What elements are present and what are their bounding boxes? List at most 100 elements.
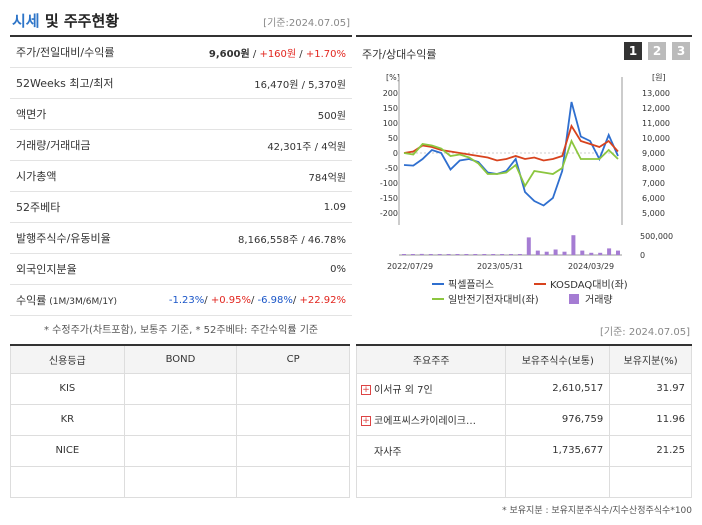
volume-bar xyxy=(410,254,415,255)
left-axis-unit: [%] xyxy=(386,73,400,82)
holder-shares: 2,610,517 xyxy=(505,372,611,405)
summary-row: 시가총액 784억원 xyxy=(10,161,352,192)
expand-plus-icon[interactable]: + xyxy=(361,385,371,395)
summary-value-part: +22.92% xyxy=(299,294,346,306)
expand-plus-icon[interactable]: + xyxy=(361,416,371,426)
right-tick-label: 12,000 xyxy=(642,104,670,113)
right-tick-label: 8,000 xyxy=(642,164,665,173)
credit-cell xyxy=(236,434,350,467)
major-shareholders-table: 주요주주 보유주식수(보통) 보유지분(%) + 이서규 외 7인 2,610,51… xyxy=(355,344,692,498)
volume-bar xyxy=(455,254,460,255)
holder-shares: 976,759 xyxy=(505,403,611,436)
summary-value-part: 16,470원 / 5,370원 xyxy=(254,79,346,91)
left-tick-label: 200 xyxy=(383,89,398,98)
volume-bar xyxy=(562,251,567,255)
right-tick-label: 5,000 xyxy=(642,209,665,218)
summary-value-part: / xyxy=(292,294,300,306)
chart-tab-3[interactable]: 3 xyxy=(672,42,690,60)
legend-label: KOSDAQ대비(좌) xyxy=(550,279,628,291)
summary-value-part: / xyxy=(204,294,211,306)
volume-bar xyxy=(571,235,576,255)
volume-bar xyxy=(509,254,513,255)
summary-value: 1.09 xyxy=(324,202,352,213)
summary-row: 52Weeks 최고/최저 16,470원 / 5,370원 xyxy=(10,68,352,99)
right-tick-label: 6,000 xyxy=(642,194,665,203)
section-title: 시세 및 주주현황 xyxy=(12,10,119,31)
credit-cell xyxy=(123,372,238,405)
volume-bar xyxy=(491,254,496,255)
volume-bar xyxy=(589,252,594,255)
volume-bar xyxy=(437,254,442,255)
volume-bar xyxy=(544,251,549,255)
credit-rating-table: 신용등급 BOND CP KIS KR NICE xyxy=(10,344,350,498)
credit-header-cp: CP xyxy=(236,344,350,374)
holders-header-pct: 보유지분(%) xyxy=(609,344,692,374)
summary-value: -1.23%/ +0.95%/ -6.98%/ +22.92% xyxy=(169,295,352,306)
x-tick-label: 2024/03/29 xyxy=(568,262,614,271)
holder-pct: 31.97 xyxy=(609,372,692,405)
summary-label: 발행주식수/유동비율 xyxy=(10,230,111,246)
summary-value: 9,600원 / +160원 / +1.70% xyxy=(209,45,352,60)
volume-bar xyxy=(482,254,487,255)
table-row xyxy=(10,465,350,498)
x-tick-label: 2022/07/29 xyxy=(387,262,433,271)
chart-tab-2[interactable]: 2 xyxy=(648,42,666,60)
volume-bar xyxy=(464,254,469,255)
legend-label: 픽셀플러스 xyxy=(448,279,494,291)
right-tick-label: 9,000 xyxy=(642,149,665,158)
right-tick-label: 13,000 xyxy=(642,89,670,98)
volume-bar xyxy=(553,249,558,255)
holder-name-cell[interactable]: + 이서규 외 7인 xyxy=(355,372,507,405)
summary-label: 52Weeks 최고/최저 xyxy=(10,75,114,91)
summary-label: 주가/전일대비/수익률 xyxy=(10,44,115,60)
volume-bar xyxy=(580,250,585,255)
summary-label-text: 액면가 xyxy=(16,108,47,121)
summary-label: 액면가 xyxy=(10,106,46,122)
holders-footnote: * 보유지분 : 보유지분주식수/지수산정주식수*100 xyxy=(502,506,692,516)
volume-bar xyxy=(473,254,478,255)
right-tick-label: 10,000 xyxy=(642,134,670,143)
credit-cell: KIS xyxy=(10,372,125,405)
section-title-rest: 및 주주현황 xyxy=(39,12,120,30)
summary-row: 외국인지분율 0% xyxy=(10,254,352,285)
summary-label: 52주베타 xyxy=(10,199,60,215)
summary-value-part: 8,166,558주 / 46.78% xyxy=(238,234,346,246)
left-tick-label: -50 xyxy=(385,164,398,173)
volume-bar xyxy=(428,254,433,255)
summary-value-part: -1.23% xyxy=(168,294,205,306)
table-row: + 이서규 외 7인 2,610,517 31.97 xyxy=(355,372,692,405)
summary-row: 거래량/거래대금 42,301주 / 4억원 xyxy=(10,130,352,161)
summary-label-text: 52Weeks 최고/최저 xyxy=(16,77,114,90)
left-tick-label: 50 xyxy=(388,134,398,143)
summary-value-part: 500원 xyxy=(317,110,346,122)
series-line-2 xyxy=(403,138,619,188)
credit-cell: KR xyxy=(10,403,125,436)
table-row xyxy=(355,465,692,498)
credit-header-rating: 신용등급 xyxy=(10,344,125,374)
volume-bar xyxy=(500,254,505,255)
summary-row: 발행주식수/유동비율 8,166,558주 / 46.78% xyxy=(10,223,352,254)
holder-name-cell: 자사주 xyxy=(355,434,507,467)
table-row: KIS xyxy=(10,372,350,405)
summary-row: 52주베타 1.09 xyxy=(10,192,352,223)
price-summary-table: 주가/전일대비/수익률 9,600원 / +160원 / +1.70% 52Week… xyxy=(10,35,352,316)
holder-name-cell[interactable]: + 코에프씨스카이레이크… xyxy=(355,403,507,436)
holder-name-cell xyxy=(355,465,507,498)
credit-cell xyxy=(123,465,238,498)
credit-cell xyxy=(10,465,125,498)
summary-value-part: / xyxy=(250,294,258,306)
relative-return-chart: [%] [원] 200 150 100 50 0 -50 -100 -150 -200 13,000 1… xyxy=(380,73,673,306)
credit-cell: NICE xyxy=(10,434,125,467)
chart-tab-1[interactable]: 1 xyxy=(624,42,642,60)
holder-pct: 11.96 xyxy=(609,403,692,436)
summary-label: 외국인지분율 xyxy=(10,261,77,277)
summary-value-part: 42,301주 / 4억원 xyxy=(267,141,346,153)
summary-label-text: 외국인지분율 xyxy=(16,263,77,276)
holder-name: 자사주 xyxy=(374,447,402,458)
summary-note: * 수정주가(차트포함), 보통주 기준, * 52주베타: 주간수익률 기준 xyxy=(44,325,319,336)
volume-bar xyxy=(402,254,406,255)
summary-value-part: / xyxy=(296,48,306,60)
summary-value-part: +0.95% xyxy=(210,294,251,306)
left-tick-label: 0 xyxy=(393,149,398,158)
credit-header-bond: BOND xyxy=(123,344,238,374)
